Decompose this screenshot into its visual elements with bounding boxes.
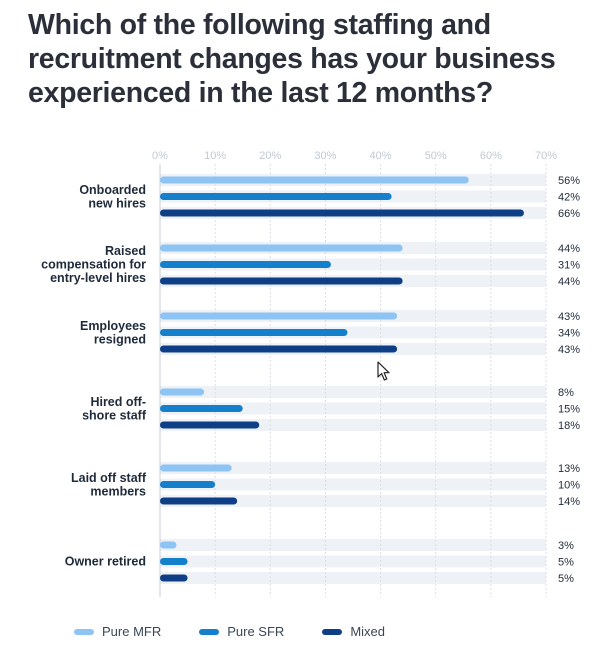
bar [160,558,188,565]
bar-value-label: 5% [558,557,574,569]
bar [160,464,232,472]
legend-item: Mixed [322,624,385,639]
x-tick-label: 60% [480,150,502,162]
bar-value-label: 14% [558,496,580,508]
bar-value-label: 31% [558,260,580,272]
bar-value-label: 44% [558,276,580,288]
category-label: resigned [94,332,146,346]
bar [160,176,469,184]
bar-value-label: 56% [558,175,580,187]
category-label: new hires [88,196,146,210]
row-band [160,478,546,491]
legend-swatch [322,628,343,635]
x-tick-label: 50% [425,150,447,162]
legend-swatch [199,628,220,635]
category-label: compensation for [41,258,146,272]
x-tick-label: 0% [152,150,168,162]
row-band [160,495,546,507]
x-tick-label: 10% [204,150,226,162]
category-label: Employees [80,319,146,333]
bar [160,312,398,320]
bar [160,277,403,285]
legend-item: Pure SFR [199,624,284,639]
category-label: Owner retired [65,555,146,569]
category-label: Raised [105,244,146,258]
bar [160,405,243,412]
bar-value-label: 43% [558,311,580,323]
legend-label: Mixed [350,624,385,639]
bar-value-label: 10% [558,480,580,492]
row-band [160,402,546,415]
x-tick-label: 70% [535,150,557,162]
bar-value-label: 15% [558,404,580,416]
row-band [160,572,546,584]
bar-value-label: 8% [558,387,574,399]
category-label: Hired off- [90,395,146,409]
bar [160,345,398,353]
category-label: members [90,484,146,498]
bar [160,261,331,268]
bar [160,244,403,252]
category-label: Laid off staff [71,471,147,485]
legend-label: Pure SFR [227,624,285,639]
category-label: Onboarded [79,183,146,197]
legend-swatch [74,628,94,635]
legend-label: Pure MFR [102,624,162,639]
bar-value-label: 5% [558,573,574,585]
bar-value-label: 44% [558,243,580,255]
category-label: entry-level hires [50,271,146,285]
bar [160,209,524,217]
x-tick-label: 30% [314,150,336,162]
bar-value-label: 18% [558,420,580,432]
row-band [160,462,546,474]
bar-value-label: 3% [558,540,574,552]
row-band [160,539,546,551]
bar [160,193,392,200]
bar-value-label: 13% [558,463,580,475]
bar [160,574,188,582]
bar [160,329,348,336]
bar-value-label: 66% [558,208,580,220]
row-band [160,555,546,568]
bar [160,481,216,488]
mouse-cursor-icon [377,361,390,381]
x-tick-label: 40% [370,150,392,162]
chart-title: Which of the following staffing and recr… [28,9,556,109]
bar [160,421,260,429]
legend-item: Pure MFR [74,624,161,639]
bar-value-label: 34% [558,328,580,340]
x-tick-label: 20% [259,150,281,162]
legend: Pure MFR Pure SFR Mixed [74,624,423,639]
row-band [160,386,546,398]
bar [160,388,205,396]
category-label: shore staff [82,408,147,422]
bar [160,497,238,505]
bar [160,541,177,549]
bar-value-label: 42% [558,192,580,204]
bar-value-label: 43% [558,344,580,356]
